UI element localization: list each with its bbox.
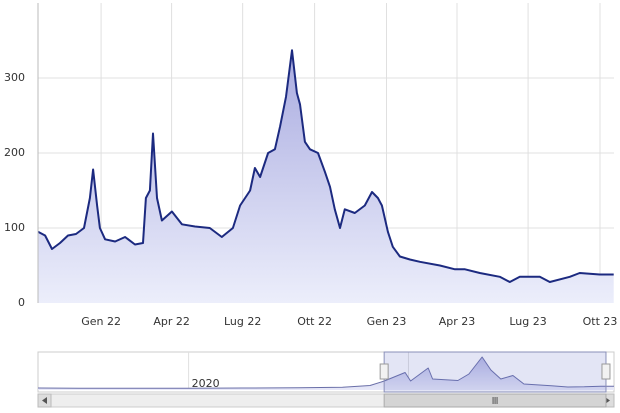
main-plot: Gen 22 Apr 22 Lug 22 Ott 22 Gen 23 Apr 23 Lug … xyxy=(4,3,617,328)
navigator-selection xyxy=(383,351,607,393)
y-tick-label: 100 xyxy=(4,221,25,234)
x-tick-label: Apr 23 xyxy=(439,315,476,328)
x-tick-label: Gen 23 xyxy=(367,315,407,328)
x-tick-label: Ott 22 xyxy=(297,315,332,328)
area-line xyxy=(37,49,614,283)
x-tick-label: Lug 23 xyxy=(509,315,546,328)
y-tick-label: 300 xyxy=(4,71,25,84)
navigator-handle[interactable] xyxy=(379,363,389,380)
x-tick-label: Lug 22 xyxy=(224,315,261,328)
x-tick-label: Apr 22 xyxy=(153,315,190,328)
y-tick-label: 200 xyxy=(4,146,25,159)
area-line xyxy=(37,356,614,389)
arrow-left xyxy=(42,397,47,404)
y-tick-label: 0 xyxy=(18,296,25,309)
navigator-handle[interactable] xyxy=(601,363,611,380)
area-fill xyxy=(38,357,614,390)
x-tick-label: 2020 xyxy=(192,377,220,390)
x-tick-label: Gen 22 xyxy=(81,315,121,328)
x-tick-label: Ott 23 xyxy=(583,315,618,328)
scrollbar[interactable] xyxy=(37,393,615,408)
navigator: 20202022 xyxy=(37,351,615,393)
